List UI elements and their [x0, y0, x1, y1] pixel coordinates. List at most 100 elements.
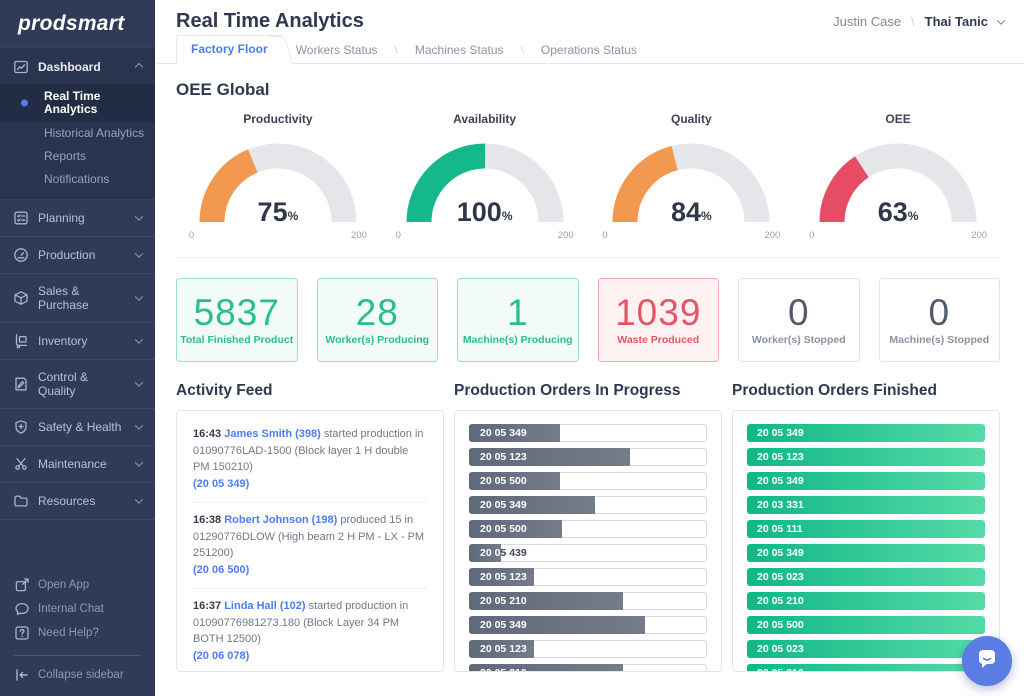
stat-card-machine-s-stopped: 0 Machine(s) Stopped: [878, 278, 1000, 362]
tab-workers-status[interactable]: Workers Status: [295, 43, 378, 57]
sidebar-item-planning[interactable]: Planning: [0, 200, 155, 237]
chevron-down-icon: [134, 421, 144, 430]
sidebar-item-notifications[interactable]: Notifications: [44, 172, 110, 186]
order-finished-bar[interactable]: 20 05 210: [747, 664, 985, 671]
footer-link-need-help-[interactable]: Need Help?: [14, 621, 141, 645]
stat-value: 1: [506, 292, 529, 333]
sidebar-item-maintenance[interactable]: Maintenance: [0, 446, 155, 483]
order-finished-bar[interactable]: 20 05 349: [747, 424, 985, 442]
sidebar-item-inventory[interactable]: Inventory: [0, 323, 155, 360]
chat-launcher-button[interactable]: [962, 636, 1012, 686]
chevron-down-icon: [134, 378, 144, 387]
oee-global-heading: OEE Global: [176, 80, 270, 99]
sidebar-item-label: Sales & Purchase: [38, 284, 89, 312]
gauge-scale-max: 200: [557, 230, 574, 241]
sidebar-item-reports[interactable]: Reports: [44, 149, 87, 163]
sidebar-group-dashboard: Dashboard Real Time Analytics Historical …: [0, 47, 155, 200]
stat-label: Waste Produced: [617, 334, 700, 346]
sidebar-item-sales-purchase[interactable]: Sales & Purchase: [0, 274, 155, 323]
gauge-value: 84%: [670, 197, 712, 227]
feed-order-link[interactable]: (20 06 078): [193, 649, 250, 662]
feed-worker-link[interactable]: Robert Johnson (198): [224, 514, 338, 526]
sidebar-item-production[interactable]: Production: [0, 237, 155, 274]
feed-order-link[interactable]: (20 05 349): [193, 477, 250, 490]
collapse-arrow-icon: [14, 667, 30, 683]
feed-entry-text: started production in 01090776LAD-1500 (…: [193, 428, 424, 473]
sidebar-item-dashboard[interactable]: Dashboard: [0, 50, 155, 84]
collapse-sidebar-button[interactable]: Collapse sidebar: [14, 655, 141, 696]
gauge-quality: Quality 84% 0 200: [593, 112, 789, 241]
feed-order-link[interactable]: (20 06 500): [193, 563, 250, 576]
gauge-value: 75%: [257, 197, 299, 227]
gauge-title: OEE: [885, 112, 911, 126]
stat-card-worker-s-producing: 28 Worker(s) Producing: [316, 278, 438, 362]
tab-factory-floor[interactable]: Factory Floor: [176, 35, 282, 64]
order-label: 20 05 500: [480, 475, 527, 487]
gauge-scale: 0 200: [189, 230, 367, 241]
sidebar-item-historical-analytics[interactable]: Historical Analytics: [44, 126, 145, 140]
orders-finished-heading: Production Orders Finished: [732, 382, 937, 399]
sidebar-item-safety-health[interactable]: Safety & Health: [0, 409, 155, 446]
order-label: 20 05 349: [480, 427, 527, 439]
order-finished-bar[interactable]: 20 05 349: [747, 472, 985, 490]
sidebar-item-real-time-analytics[interactable]: Real Time Analytics: [0, 84, 155, 122]
open-app-icon: [14, 577, 30, 593]
tab-machines-status[interactable]: Machines Status: [414, 43, 504, 57]
sidebar-nav: Dashboard Real Time Analytics Historical …: [0, 47, 155, 520]
footer-link-open-app[interactable]: Open App: [14, 573, 141, 597]
chevron-down-icon: [134, 335, 144, 344]
order-progress-fill: 20 05 210: [469, 592, 624, 610]
footer-link-internal-chat[interactable]: Internal Chat: [14, 597, 141, 621]
order-finished-bar[interactable]: 20 05 210: [747, 592, 985, 610]
sidebar-item-control-quality[interactable]: Control & Quality: [0, 360, 155, 409]
order-progress-fill: 20 05 123: [469, 568, 534, 586]
order-finished-bar[interactable]: 20 05 500: [747, 616, 985, 634]
feed-worker-link[interactable]: James Smith (398): [224, 428, 321, 440]
feed-entry-time: 16:43: [193, 428, 225, 440]
orders-finished-column: Production Orders Finished 20 05 349 20 0…: [732, 382, 1000, 672]
oee-gauges: Productivity 75% 0 200 Availability 100% 0 200 Q…: [176, 106, 1000, 258]
org-name: Thai Tanic: [924, 14, 988, 29]
activity-feed-heading: Activity Feed: [176, 382, 273, 399]
sidebar: prodsmart Dashboard Real Time Analytics H…: [0, 0, 155, 696]
tab-operations-status[interactable]: Operations Status: [540, 43, 637, 57]
sidebar-footer: Open App Internal Chat Need Help?: [0, 565, 155, 645]
order-label: 20 05 500: [480, 523, 527, 535]
user-menu[interactable]: Justin Case \ Thai Tanic: [833, 14, 1006, 29]
stat-label: Machine(s) Producing: [462, 334, 573, 346]
resources-icon: [13, 493, 29, 509]
sidebar-item-label: Control & Quality: [38, 370, 89, 398]
stat-label: Total Finished Product: [180, 334, 294, 346]
order-finished-bar[interactable]: 20 05 023: [747, 568, 985, 586]
feed-worker-link[interactable]: Linda Hall (102): [224, 600, 306, 612]
order-label: 20 05 210: [480, 665, 527, 671]
tab-separator: \: [394, 43, 398, 57]
order-progress-fill: 20 05 500: [469, 472, 560, 490]
chevron-down-icon: [996, 15, 1006, 25]
gauge-scale-min: 0: [602, 230, 608, 241]
stat-value: 0: [787, 292, 810, 333]
order-finished-bar[interactable]: 20 05 111: [747, 520, 985, 538]
order-finished-bar[interactable]: 20 05 023: [747, 640, 985, 658]
sidebar-item-label: Maintenance: [38, 457, 107, 471]
order-label: 20 05 349: [480, 619, 527, 631]
prodsmart-logo: prodsmart: [18, 12, 125, 35]
sidebar-sections: Planning Production Sales & Purchase Invent…: [0, 200, 155, 520]
sidebar-item-resources[interactable]: Resources: [0, 483, 155, 520]
order-finished-bar[interactable]: 20 05 123: [747, 448, 985, 466]
gauge-scale-max: 200: [971, 230, 988, 241]
order-progress-fill: 20 05 349: [469, 496, 596, 514]
order-finished-bar[interactable]: 20 03 331: [747, 496, 985, 514]
order-finished-bar[interactable]: 20 05 349: [747, 544, 985, 562]
